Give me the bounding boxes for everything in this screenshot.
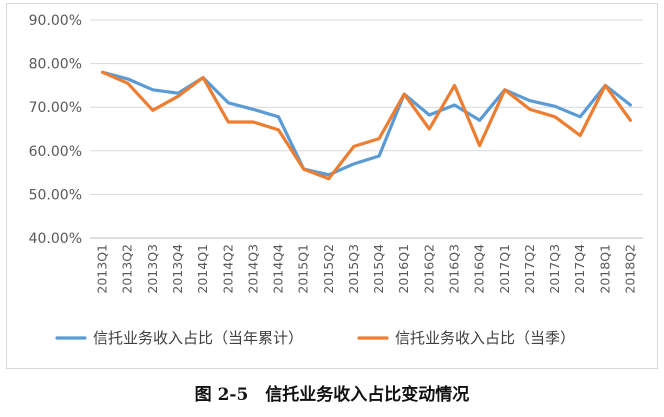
grid-layer (90, 19, 643, 239)
x-tick-label: 2016Q4 (472, 244, 487, 294)
legend-label-1: 信托业务收入占比（当年累计） (93, 329, 303, 347)
x-tick-label: 2014Q2 (220, 244, 235, 294)
series-line-1 (100, 70, 633, 177)
y-tick-label: 40.00% (29, 231, 82, 247)
y-tick-label: 70.00% (29, 100, 82, 116)
chart-frame: 40.00% 50.00% 60.00% 70.00% 80.00% 90.00% 201… (6, 3, 658, 369)
x-tick-label: 2017Q3 (547, 244, 562, 294)
legend: 信托业务收入占比（当年累计） 信托业务收入占比（当季） (55, 329, 575, 347)
x-tick-label: 2017Q2 (522, 244, 537, 294)
x-tick-label: 2014Q3 (245, 244, 260, 294)
x-tick-label: 2013Q3 (145, 244, 160, 294)
x-tick-label: 2013Q2 (120, 244, 135, 294)
figure-caption: 图 2-5 信托业务收入占比变动情况 (194, 385, 470, 405)
x-tick-label: 2013Q1 (95, 244, 110, 294)
x-tick-label: 2015Q2 (321, 244, 336, 294)
x-tick-label: 2014Q4 (271, 244, 286, 294)
y-tick-label: 80.00% (29, 57, 82, 73)
y-axis-ticks: 40.00% 50.00% 60.00% 70.00% 80.00% 90.00% (29, 13, 82, 247)
y-tick-label: 50.00% (29, 187, 82, 203)
x-tick-label: 2015Q3 (346, 244, 361, 294)
y-tick-label: 90.00% (29, 13, 82, 29)
x-tick-label: 2014Q1 (195, 244, 210, 294)
series-layer (100, 70, 633, 181)
x-tick-label: 2016Q3 (446, 244, 461, 294)
x-tick-label: 2015Q1 (296, 244, 311, 294)
series-line-2 (100, 70, 633, 181)
x-tick-label: 2016Q1 (396, 244, 411, 294)
line-chart: 40.00% 50.00% 60.00% 70.00% 80.00% 90.00% 201… (29, 13, 643, 347)
x-tick-label: 2013Q4 (170, 244, 185, 294)
x-tick-label: 2016Q2 (421, 244, 436, 294)
x-tick-label: 2018Q2 (622, 244, 637, 294)
x-axis-ticks: 2013Q1 2013Q2 2013Q3 2013Q4 2014Q1 2014Q2 2014… (95, 244, 638, 294)
x-tick-label: 2017Q1 (497, 244, 512, 294)
x-tick-label: 2018Q1 (597, 244, 612, 294)
x-tick-label: 2015Q4 (371, 244, 386, 294)
legend-label-2: 信托业务收入占比（当季） (395, 329, 575, 347)
y-tick-label: 60.00% (29, 144, 82, 160)
x-tick-label: 2017Q4 (572, 244, 587, 294)
